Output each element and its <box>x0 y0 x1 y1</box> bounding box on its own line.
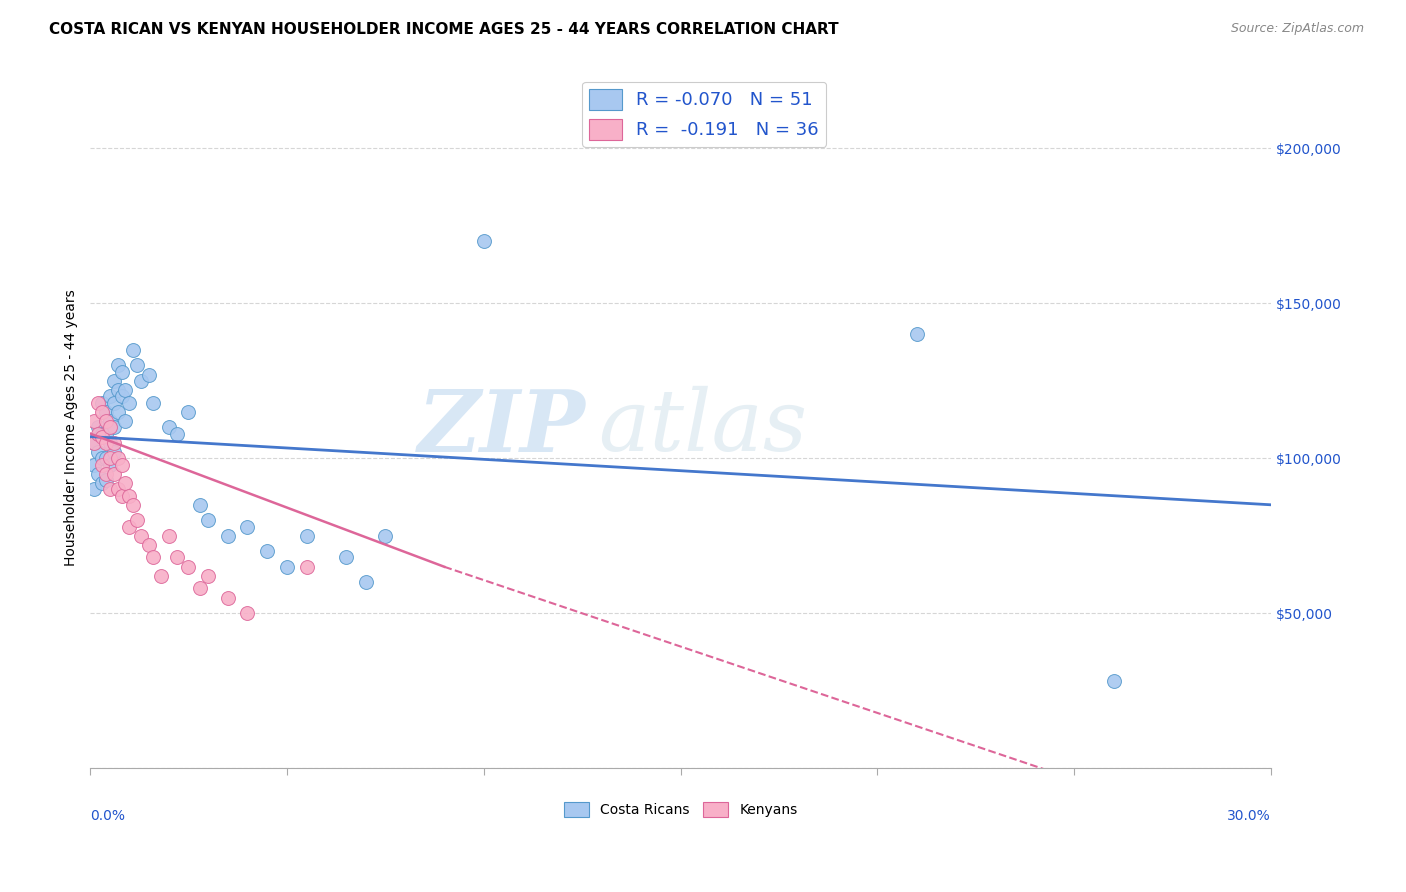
Point <box>98 451 121 466</box>
Point <box>83 435 105 450</box>
Point <box>98 458 121 472</box>
Point <box>217 529 239 543</box>
Point <box>472 235 495 249</box>
Point <box>188 498 211 512</box>
Point <box>142 395 165 409</box>
Point <box>87 420 110 434</box>
Point <box>122 343 145 357</box>
Point <box>83 435 105 450</box>
Point <box>157 529 180 543</box>
Point <box>83 458 105 472</box>
Point <box>90 429 112 443</box>
Point <box>110 389 132 403</box>
Point <box>118 519 141 533</box>
Point <box>98 414 121 428</box>
Point <box>110 488 132 502</box>
Point <box>110 458 132 472</box>
Point <box>90 395 112 409</box>
Point <box>94 414 117 428</box>
Point <box>94 451 117 466</box>
Text: COSTA RICAN VS KENYAN HOUSEHOLDER INCOME AGES 25 - 44 YEARS CORRELATION CHART: COSTA RICAN VS KENYAN HOUSEHOLDER INCOME… <box>49 22 839 37</box>
Point <box>98 435 121 450</box>
Point <box>197 569 219 583</box>
Point <box>98 483 121 497</box>
Point <box>83 483 105 497</box>
Point <box>335 550 357 565</box>
Point <box>87 395 110 409</box>
Point <box>103 467 125 481</box>
Legend: Costa Ricans, Kenyans: Costa Ricans, Kenyans <box>558 797 803 822</box>
Point <box>905 327 928 342</box>
Point <box>87 426 110 441</box>
Point <box>87 445 110 459</box>
Point <box>138 538 160 552</box>
Point <box>90 458 112 472</box>
Point <box>114 414 136 428</box>
Point <box>354 575 377 590</box>
Point <box>103 374 125 388</box>
Point <box>107 383 129 397</box>
Point <box>188 582 211 596</box>
Point <box>90 476 112 491</box>
Point <box>127 359 149 373</box>
Y-axis label: Householder Income Ages 25 - 44 years: Householder Income Ages 25 - 44 years <box>65 289 79 566</box>
Point <box>110 365 132 379</box>
Point <box>83 414 105 428</box>
Point <box>103 435 125 450</box>
Point <box>114 476 136 491</box>
Point <box>129 529 152 543</box>
Point <box>94 426 117 441</box>
Point <box>217 591 239 605</box>
Point <box>236 607 259 621</box>
Point <box>122 498 145 512</box>
Point <box>256 544 278 558</box>
Text: ZIP: ZIP <box>418 385 586 469</box>
Point <box>90 405 112 419</box>
Point <box>103 420 125 434</box>
Point <box>118 488 141 502</box>
Text: Source: ZipAtlas.com: Source: ZipAtlas.com <box>1230 22 1364 36</box>
Point <box>276 559 298 574</box>
Point <box>177 405 200 419</box>
Point <box>295 559 318 574</box>
Point <box>103 445 125 459</box>
Text: 30.0%: 30.0% <box>1227 809 1271 823</box>
Point <box>90 426 112 441</box>
Text: atlas: atlas <box>598 386 807 468</box>
Point <box>197 513 219 527</box>
Point <box>107 451 129 466</box>
Point <box>1102 674 1125 689</box>
Point <box>103 395 125 409</box>
Point <box>107 405 129 419</box>
Point <box>138 368 160 382</box>
Point <box>90 451 112 466</box>
Point <box>94 467 117 481</box>
Point <box>127 513 149 527</box>
Point <box>107 359 129 373</box>
Point <box>149 569 172 583</box>
Point <box>142 550 165 565</box>
Point <box>166 426 188 441</box>
Point <box>94 435 117 450</box>
Point <box>94 405 117 419</box>
Point <box>107 483 129 497</box>
Point <box>295 529 318 543</box>
Point <box>129 374 152 388</box>
Point <box>236 519 259 533</box>
Point <box>374 529 396 543</box>
Point <box>94 473 117 487</box>
Point <box>166 550 188 565</box>
Text: 0.0%: 0.0% <box>90 809 125 823</box>
Point <box>114 383 136 397</box>
Point <box>98 389 121 403</box>
Point <box>87 467 110 481</box>
Point <box>98 420 121 434</box>
Point <box>157 420 180 434</box>
Point <box>177 559 200 574</box>
Point <box>118 395 141 409</box>
